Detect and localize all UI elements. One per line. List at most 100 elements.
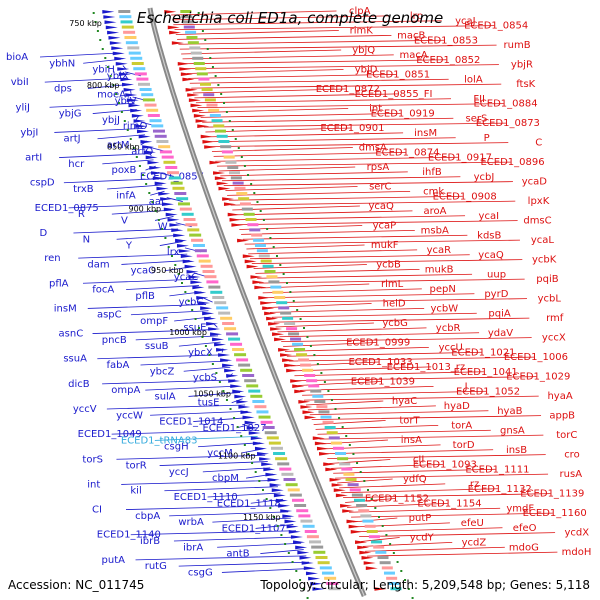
feature-swatch xyxy=(130,56,143,60)
gene-connector xyxy=(248,249,418,255)
feature-swatch xyxy=(179,207,192,211)
feature-arrow-left xyxy=(156,186,169,191)
track-tick xyxy=(276,525,279,527)
gene-connector xyxy=(203,297,213,303)
feature-arrow-right xyxy=(278,348,291,352)
gene-connector xyxy=(200,112,401,118)
feature-swatch xyxy=(250,394,263,398)
gene-connector xyxy=(97,134,146,140)
feature-arrow-left xyxy=(220,358,233,362)
gene-label: yliJ xyxy=(16,102,30,113)
feature-arrow-left xyxy=(230,384,243,388)
track-tick xyxy=(250,183,253,185)
feature-swatch xyxy=(189,46,201,50)
gene-connector xyxy=(218,166,356,172)
gene-label: rmf xyxy=(546,313,564,324)
feature-swatch xyxy=(315,556,328,559)
feature-swatch xyxy=(239,202,251,206)
feature-swatch xyxy=(196,72,208,76)
track-tick xyxy=(154,210,157,212)
feature-arrow-left xyxy=(169,223,182,227)
feature-arrow-right xyxy=(188,98,201,102)
feature-arrow-right xyxy=(374,587,387,591)
gene-connector xyxy=(223,181,513,187)
feature-arrow-left xyxy=(269,483,282,487)
feature-swatch xyxy=(254,405,267,409)
gene-connector xyxy=(150,190,165,196)
feature-swatch xyxy=(212,296,225,299)
feature-swatch xyxy=(304,530,317,533)
track-tick xyxy=(223,102,226,104)
track-tick xyxy=(282,273,285,275)
feature-arrow-left xyxy=(312,587,325,591)
gene-label: msbA xyxy=(421,225,449,236)
feature-swatch xyxy=(262,426,275,429)
gene-connector xyxy=(216,161,511,167)
gene-label: csgG xyxy=(188,567,213,578)
gene-label: ycaP xyxy=(373,221,397,232)
feature-swatch xyxy=(273,452,286,455)
feature-arrow-left xyxy=(275,498,288,503)
feature-arrow-left xyxy=(222,363,235,368)
feature-arrow-right xyxy=(223,202,236,206)
feature-swatch xyxy=(190,51,202,55)
feature-swatch xyxy=(218,311,231,315)
gene-label: rumB xyxy=(504,40,531,51)
feature-swatch xyxy=(206,103,218,107)
track-tick xyxy=(269,237,272,239)
track-tick xyxy=(299,579,302,581)
feature-swatch xyxy=(246,384,259,388)
feature-swatch xyxy=(270,446,283,450)
track-tick xyxy=(303,327,306,329)
feature-arrow-right xyxy=(218,186,231,191)
feature-swatch xyxy=(186,36,198,39)
feature-swatch xyxy=(232,348,245,351)
gene-label: ycaI xyxy=(479,211,500,222)
gene-label: ycaL xyxy=(531,235,555,246)
gene-label: ECED1_1154 xyxy=(417,498,481,509)
gene-label: ycaJ xyxy=(455,16,476,27)
feature-swatch xyxy=(146,108,159,112)
feature-arrow-right xyxy=(280,353,293,357)
track-tick xyxy=(259,210,262,212)
feature-arrow-right xyxy=(262,306,275,310)
gene-connector xyxy=(353,517,398,523)
gene-label: pepN xyxy=(429,284,455,295)
gene-connector xyxy=(154,436,258,441)
feature-swatch xyxy=(241,207,253,211)
gene-connector xyxy=(189,78,449,84)
track-tick xyxy=(247,453,250,455)
track-tick xyxy=(237,147,240,149)
gene-connector xyxy=(227,190,411,196)
gene-label: pqiB xyxy=(536,274,558,285)
feature-swatch xyxy=(229,171,241,175)
gene-label: gnsA xyxy=(500,425,525,436)
gene-label: ECED1_1093 xyxy=(413,459,477,470)
gene-connector xyxy=(126,285,199,290)
gene-label: ybcZ xyxy=(150,366,175,377)
track-tick xyxy=(215,372,218,374)
feature-swatch xyxy=(221,150,233,154)
feature-swatch xyxy=(236,192,248,195)
kbp-label: 1050 kbp xyxy=(193,390,231,399)
gene-label: ECED1_1152 xyxy=(365,494,429,505)
feature-arrow-right xyxy=(357,545,370,550)
feature-swatch xyxy=(349,488,361,492)
gene-connector xyxy=(303,395,539,401)
gene-label: P xyxy=(484,133,490,144)
gene-label: ybjR xyxy=(511,60,533,71)
feature-arrow-right xyxy=(244,259,257,264)
feature-arrow-left xyxy=(290,535,303,539)
feature-arrow-left xyxy=(184,264,197,269)
gene-label: torT xyxy=(399,416,420,427)
feature-arrow-right xyxy=(258,296,271,300)
gene-label: ycbK xyxy=(532,255,557,266)
kbp-label: 1000 kbp xyxy=(169,328,207,337)
gene-label: ybjI xyxy=(20,127,38,138)
gene-label: focA xyxy=(92,285,114,296)
feature-swatch xyxy=(209,114,221,117)
feature-arrow-right xyxy=(227,212,240,217)
track-tick xyxy=(262,219,265,221)
feature-swatch xyxy=(253,238,265,242)
gene-connector xyxy=(230,200,516,206)
